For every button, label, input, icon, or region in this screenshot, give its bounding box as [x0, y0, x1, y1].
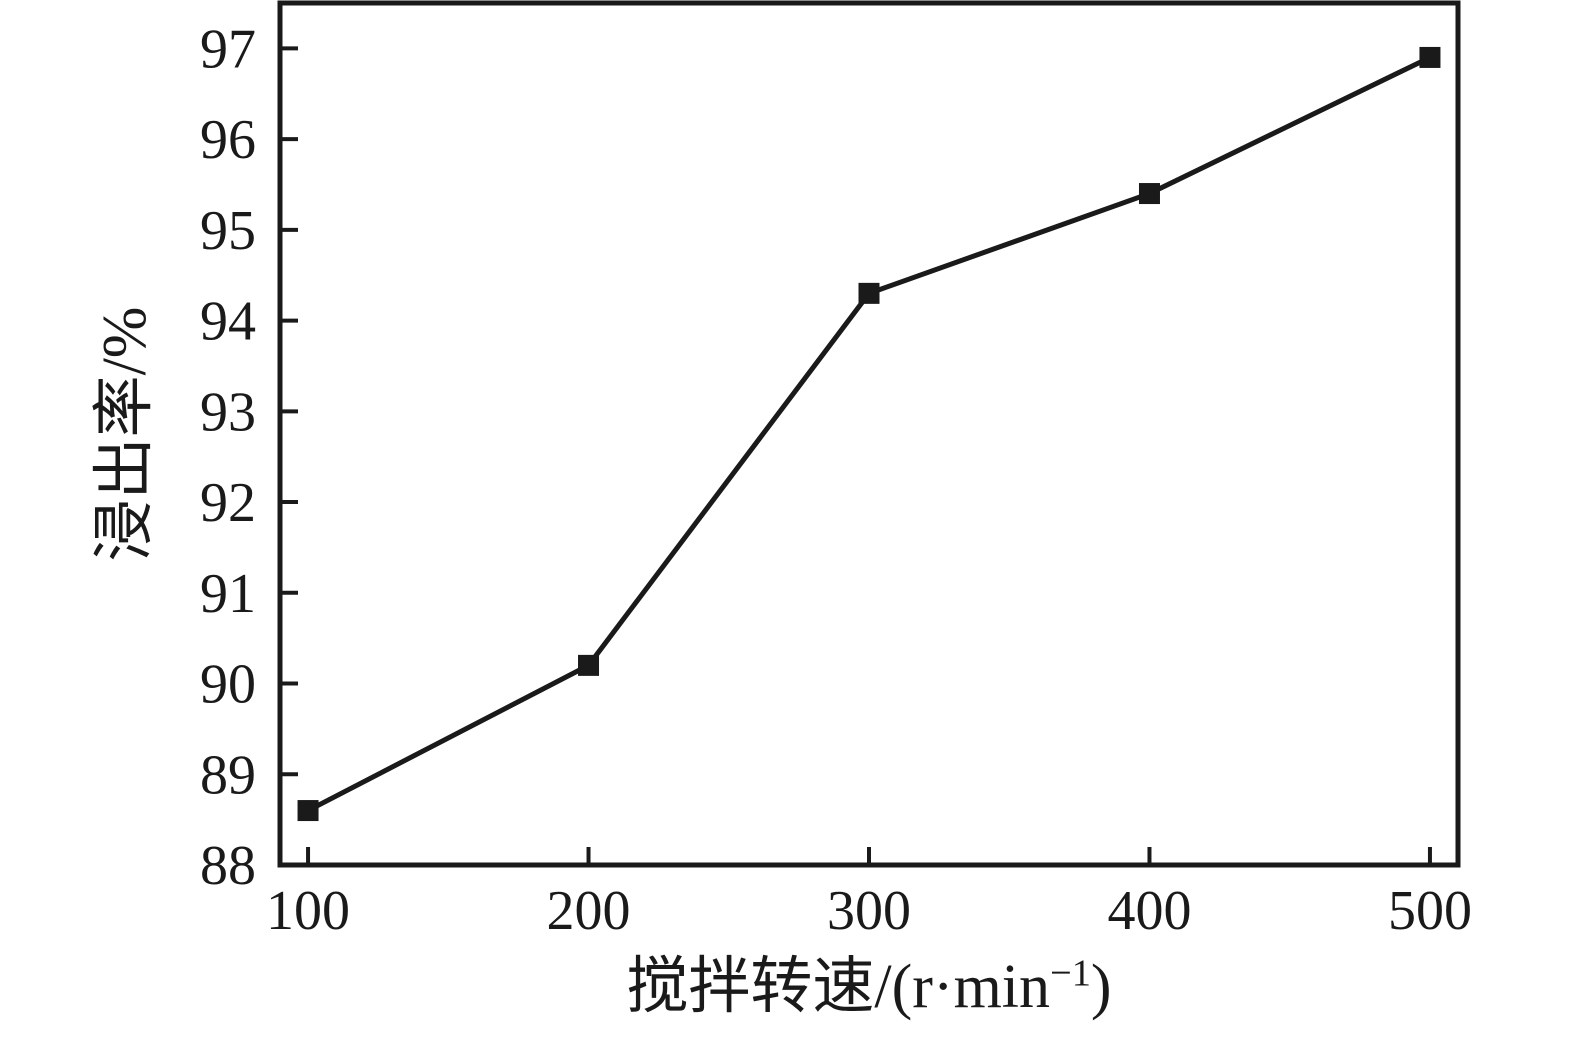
- y-tick-label: 96: [200, 109, 256, 171]
- x-axis-title-suffix: ): [1090, 953, 1112, 1021]
- y-tick-label: 93: [200, 381, 256, 443]
- data-point: [578, 654, 600, 676]
- x-axis-title-superscript: −1: [1050, 952, 1091, 995]
- x-axis-title: 搅拌转速/(r·min−1): [280, 953, 1458, 1021]
- x-axis: 100 200 300 400 500: [266, 847, 1472, 942]
- y-tick-label: 97: [200, 18, 256, 80]
- y-axis: 88 89 90 91 92 93 94 95 96 97: [200, 18, 298, 897]
- y-tick-label: 91: [200, 563, 256, 625]
- x-tick-label: 200: [547, 880, 631, 942]
- data-point: [1138, 183, 1160, 205]
- y-tick-label: 90: [200, 654, 256, 716]
- y-tick-label: 88: [200, 835, 256, 897]
- x-axis-title-text: 搅拌转速/(r·min: [626, 953, 1051, 1021]
- x-tick-label: 100: [266, 880, 350, 942]
- y-tick-label: 94: [200, 291, 256, 353]
- y-axis-title: 浸出率/%: [91, 306, 159, 562]
- data-point: [1419, 46, 1441, 68]
- x-tick-label: 400: [1107, 880, 1191, 942]
- data-point: [297, 800, 319, 822]
- data-point: [858, 282, 880, 304]
- y-tick-label: 89: [200, 744, 256, 806]
- x-tick-label: 500: [1388, 880, 1472, 942]
- data-line: [305, 54, 1433, 814]
- y-tick-label: 95: [200, 200, 256, 262]
- x-tick-label: 300: [827, 880, 911, 942]
- y-tick-label: 92: [200, 472, 256, 534]
